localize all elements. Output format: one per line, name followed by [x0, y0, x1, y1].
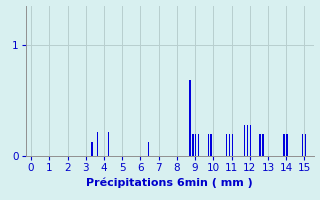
Bar — [108, 132, 109, 156]
Bar — [286, 134, 288, 156]
Bar — [284, 134, 285, 156]
Bar — [226, 134, 227, 156]
Bar — [208, 134, 209, 156]
Bar — [250, 125, 252, 156]
Bar — [195, 134, 196, 156]
Bar — [97, 132, 98, 156]
X-axis label: Précipitations 6min ( mm ): Précipitations 6min ( mm ) — [86, 177, 253, 188]
Bar — [92, 142, 93, 156]
Bar — [244, 125, 245, 156]
Bar — [232, 134, 233, 156]
Bar — [211, 134, 212, 156]
Bar — [229, 134, 230, 156]
Bar — [148, 142, 149, 156]
Bar — [189, 80, 191, 156]
Bar — [259, 134, 260, 156]
Bar — [192, 134, 194, 156]
Bar — [302, 134, 303, 156]
Bar — [262, 134, 264, 156]
Bar — [198, 134, 199, 156]
Bar — [305, 134, 306, 156]
Bar — [247, 125, 248, 156]
